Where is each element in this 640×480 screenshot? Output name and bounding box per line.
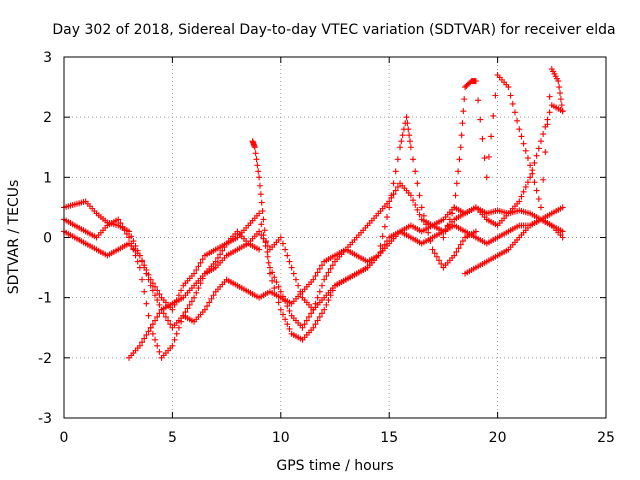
series-track-6 bbox=[440, 66, 566, 241]
chart-title: Day 302 of 2018, Sidereal Day-to-day VTE… bbox=[52, 22, 615, 38]
data-markers bbox=[462, 216, 566, 277]
series-track-4 bbox=[126, 228, 263, 361]
y-tick-label: -2 bbox=[38, 351, 52, 367]
y-tick-label: 2 bbox=[43, 110, 52, 126]
x-tick-label: 15 bbox=[380, 430, 398, 446]
y-tick-label: -3 bbox=[38, 411, 52, 427]
x-tick-label: 25 bbox=[597, 430, 615, 446]
series-track-2 bbox=[61, 204, 566, 361]
grid bbox=[64, 57, 606, 418]
y-tick-label: 3 bbox=[43, 50, 52, 66]
series-track-5 bbox=[249, 114, 479, 343]
x-tick-label: 0 bbox=[60, 430, 69, 446]
series-group bbox=[61, 66, 566, 361]
data-markers bbox=[249, 114, 479, 343]
y-axis-label: SDTVAR / TECUs bbox=[6, 180, 22, 295]
x-tick-labels: 0 5 10 15 20 25 bbox=[60, 430, 615, 446]
y-tick-label: 0 bbox=[43, 231, 52, 247]
y-tick-label: -1 bbox=[38, 291, 52, 307]
series-track-7 bbox=[462, 216, 566, 277]
data-markers bbox=[126, 228, 263, 361]
x-tick-label: 10 bbox=[272, 430, 290, 446]
data-markers bbox=[61, 204, 566, 361]
ticks bbox=[63, 56, 607, 419]
x-tick-label: 5 bbox=[168, 430, 177, 446]
x-axis-label: GPS time / hours bbox=[276, 458, 393, 474]
y-tick-label: 1 bbox=[43, 170, 52, 186]
x-tick-label: 20 bbox=[489, 430, 507, 446]
data-markers bbox=[440, 66, 566, 241]
y-tick-labels: -3 -2 -1 0 1 2 3 bbox=[38, 50, 52, 427]
